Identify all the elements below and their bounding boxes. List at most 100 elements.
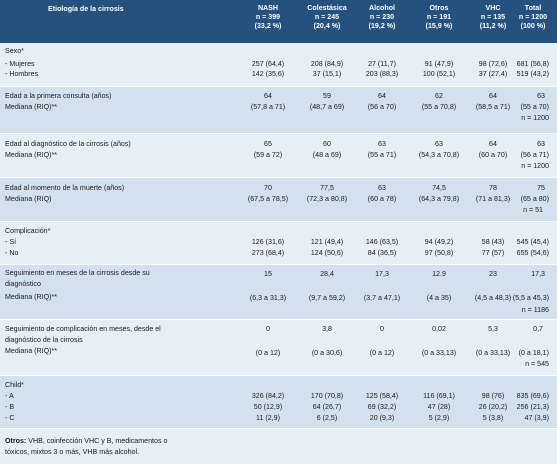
table-cell: 11 (2,9) [256,414,280,422]
sexo-mujeres-label: - Mujeres [5,60,35,68]
table-cell: 63 [435,140,443,148]
table-cell-total: (55 a 70) [520,103,549,111]
table-cell: 97 (50,8) [424,249,454,257]
table-header: Etiología de la cirrosis NASH n = 399 (3… [0,0,557,43]
footnote-bold: Otros: [5,437,27,445]
table-cell: (59 a 72) [253,151,283,159]
table-cell-total: 0,7 [533,325,543,333]
table-cell: (54,3 a 70,8) [418,151,460,159]
table-cell: 17,3 [375,270,389,278]
table-cell: 64 [489,92,497,100]
table-cell: 0 [266,325,270,333]
table-cell: 78 [489,184,497,192]
group-seguimiento [0,265,557,319]
child-a-label: - A [5,392,14,400]
table-cell: (0 a 33,13) [475,349,511,357]
table-cell: 170 (70,8) [310,392,344,400]
table-cell-n: n = 545 [525,360,549,368]
row-divider [0,264,557,265]
table-cell: 3,8 [322,325,332,333]
table-cell: 65 [264,140,272,148]
table-cell: 63 [378,184,386,192]
table-cell: (48,7 a 69) [309,103,345,111]
footnote-text: VHB, coinfección VHC y B, medicamentos o [26,437,168,445]
seguimiento-title-line2: diagnóstico [5,280,41,288]
table-cell: 59 [323,92,331,100]
table-cell: 142 (35,6) [251,70,285,78]
table-cell: 124 (50,6) [310,249,344,257]
table-cell: 126 (31,6) [251,238,285,246]
table-cell: (9,7 a 59,2) [308,294,346,302]
table-cell: (3,7 a 47,1) [363,294,401,302]
sexo-title: Sexo* [5,47,24,55]
complicacion-title: Complicación* [5,227,51,235]
table-cell-n: n = 1200 [521,162,549,170]
header-col-nash: NASH n = 399 (33,2 %) [254,4,282,30]
table-cell: 91 (47,9) [424,60,454,68]
row-divider [0,86,557,87]
table-cell-total: (56 a 71) [520,151,549,159]
edad-diagnostico-sub: Mediana (RIQ)** [5,151,58,159]
sexo-hombres-label: - Hombres [5,70,39,78]
table-cell: 116 (69,1) [423,392,455,400]
table-cell-n: n = 1200 [521,114,549,122]
table-cell-total: 681 (56,8) [516,60,549,68]
row-divider [0,133,557,134]
edad-muerte-sub: Mediana (RIQ) [5,195,52,203]
group-edad-consulta [0,87,557,133]
footnote-line2: tóxicos, mixtos 3 o más, VHB más alcohol… [5,448,140,456]
table-cell-total: 63 [537,92,545,100]
child-title: Child* [5,381,24,389]
table-cell: 273 (68,4) [251,249,285,257]
table-cell: 121 (49,4) [310,238,344,246]
table-cell-total: 519 (43,2) [516,70,549,78]
table-cell: 26 (20,2) [478,403,508,411]
table-cell-total: 63 [537,140,545,148]
table-cell: 63 [378,140,386,148]
table-cell: (58,5 a 71) [475,103,511,111]
edad-muerte-title: Edad al momento de la muerte (años) [5,184,125,192]
table-cell: 77 (57) [481,249,505,257]
table-cell-total: (65 a 80) [520,195,549,203]
child-c-label: - C [5,414,15,422]
table-cell: 5,3 [488,325,498,333]
table-cell: 60 [323,140,331,148]
edad-consulta-title: Edad a la primera consulta (años) [5,92,112,100]
complicacion-si-label: - Sí [5,238,17,246]
seguimiento-title-line1: Seguimiento en meses de la cirrosis desd… [5,269,150,277]
table-cell: 64 [378,92,386,100]
row-divider [0,319,557,320]
group-footnote [0,429,557,464]
table-cell: (67,5 a 78,5) [247,195,289,203]
table-cell: 62 [435,92,443,100]
table-cell: (0 a 30,6) [311,349,343,357]
table-cell: (0 a 12) [255,349,281,357]
header-col-vhc: VHC n = 135 (11,2 %) [479,4,507,30]
table-cell: 28,4 [320,270,334,278]
table-cell: (55 a 71) [367,151,397,159]
table-cell: 47 (28) [427,403,451,411]
table-cell-total: 655 (54,6) [516,249,549,257]
table-cell: (72,3 a 80,8) [306,195,348,203]
table-cell: (4,5 a 48,3) [474,294,512,302]
table-cell: 15 [264,270,272,278]
seg-complicacion-title-line2: diagnóstico de la cirrosis [5,336,83,344]
table-cell: 64 [264,92,272,100]
table-cell: 37 (27,4) [478,70,508,78]
table-cell-total: (0 a 18,1) [518,349,549,357]
table-cell: 125 (58,4) [365,392,399,400]
table-cell: (4 a 35) [426,294,452,302]
table-cell: 20 (9,3) [369,414,395,422]
table-cell: 146 (63,5) [365,238,399,246]
table-cell: 0,02 [432,325,446,333]
table-cell-n: n = 1186 [521,306,549,314]
table-cell-total: 17,3 [531,270,545,278]
edad-diagnostico-title: Edad al diagnóstico de la cirrosis (años… [5,140,131,148]
table-cell: (55 a 70,8) [421,103,457,111]
row-divider [0,375,557,376]
table-cell: 84 (36,5) [367,249,397,257]
table-cell: (64,3 a 79,8) [418,195,460,203]
table-cell: 208 (84,9) [310,60,344,68]
header-col-otros: Otros n = 191 (15,9 %) [425,4,453,30]
